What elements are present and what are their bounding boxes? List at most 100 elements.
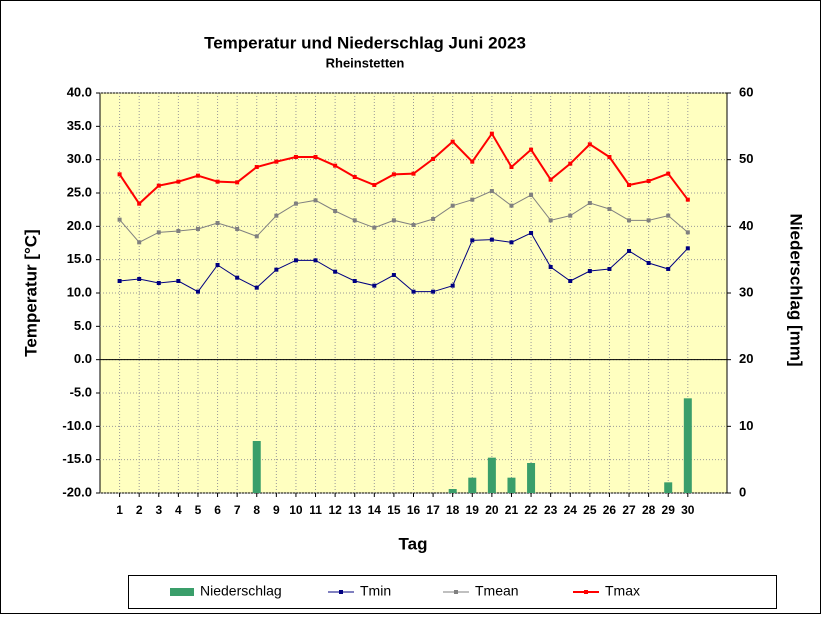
x-tick-label: 29 (662, 503, 676, 517)
line (118, 131, 689, 206)
point (450, 203, 455, 208)
x-tick-label: 22 (524, 503, 538, 517)
x-tick-label: 21 (505, 503, 519, 517)
point (333, 209, 338, 213)
point (450, 283, 455, 288)
point (568, 161, 573, 166)
point (391, 218, 396, 223)
bar (487, 457, 496, 493)
x-tick-label: 9 (273, 503, 280, 517)
chart-title: Temperatur und Niederschlag Juni 2023 (204, 33, 526, 52)
point (411, 289, 416, 294)
point (215, 221, 220, 225)
y2-axis-title: Niederschlag [mm] (787, 213, 806, 366)
line (119, 232, 689, 293)
point (489, 189, 494, 193)
x-tick-label: 11 (309, 503, 322, 517)
point (607, 155, 612, 159)
point (215, 179, 220, 184)
point (274, 213, 279, 218)
point (391, 172, 396, 177)
y2-tick-label: 30 (739, 284, 753, 299)
y2-tick-label: 40 (739, 218, 753, 233)
legend-label: Tmean (475, 583, 519, 599)
x-axis-title: Tag (399, 534, 428, 553)
point (293, 155, 298, 159)
point (235, 275, 240, 280)
point (587, 269, 592, 273)
x-tick-label: 5 (195, 503, 202, 517)
point (313, 198, 318, 203)
point (627, 249, 632, 253)
point (666, 267, 671, 271)
point (352, 175, 357, 179)
bar (252, 441, 261, 493)
bar (468, 477, 477, 493)
point (509, 240, 514, 245)
point (607, 267, 612, 271)
y2-tick-label: 10 (739, 418, 753, 433)
x-tick-label: 1 (116, 503, 123, 517)
y-tick-label: 15.0 (67, 251, 92, 266)
point (156, 281, 161, 285)
point (293, 258, 298, 263)
point (156, 230, 161, 235)
point (470, 159, 475, 164)
y2-tick-label: 0 (739, 484, 746, 499)
point (117, 172, 122, 177)
point (313, 155, 318, 159)
point (568, 213, 573, 218)
x-tick-label: 13 (348, 503, 362, 517)
point (685, 230, 690, 235)
point (529, 147, 534, 152)
point (117, 217, 122, 222)
point (548, 218, 553, 223)
y2-tick-label: 60 (739, 84, 753, 99)
x-tick-label: 19 (466, 503, 480, 517)
y-tick-label: -20.0 (62, 484, 92, 499)
y-tick-label: 25.0 (67, 184, 92, 199)
point (274, 267, 279, 272)
point (195, 227, 200, 231)
point (509, 165, 514, 169)
x-tick-label: 3 (155, 503, 162, 517)
legend-label: Tmax (605, 583, 640, 599)
x-tick-label: 28 (642, 503, 656, 517)
point (470, 238, 475, 243)
point (627, 183, 632, 187)
point (587, 201, 592, 205)
point (333, 163, 338, 168)
point (646, 261, 651, 265)
x-tick-label: 27 (622, 503, 636, 517)
x-tick-label: 7 (234, 503, 241, 517)
point (548, 177, 553, 182)
y-tick-label: 30.0 (67, 151, 92, 166)
point (666, 171, 671, 176)
y-tick-label: 40.0 (67, 84, 92, 99)
x-tick-label: 10 (289, 503, 303, 517)
point (117, 279, 122, 283)
point (431, 289, 436, 294)
x-tick-label: 26 (603, 503, 617, 517)
y-axis-title: Temperatur [°C] (21, 229, 40, 356)
x-tick-label: 16 (407, 503, 421, 517)
x-tick-label: 23 (544, 503, 558, 517)
point (195, 173, 200, 178)
point (195, 289, 200, 294)
x-tick-label: 24 (564, 503, 578, 517)
point (235, 227, 240, 231)
point (509, 203, 514, 208)
point (372, 283, 377, 288)
chart-subtitle: Rheinstetten (326, 55, 405, 70)
y-tick-label: 0.0 (74, 351, 92, 366)
point (568, 279, 573, 283)
y-tick-label: -10.0 (62, 418, 92, 433)
legend-marker (339, 590, 343, 594)
bar (527, 463, 536, 493)
point (372, 225, 377, 230)
x-tick-label: 6 (214, 503, 221, 517)
point (313, 258, 318, 263)
point (176, 179, 181, 184)
point (529, 193, 534, 197)
point (137, 201, 142, 206)
